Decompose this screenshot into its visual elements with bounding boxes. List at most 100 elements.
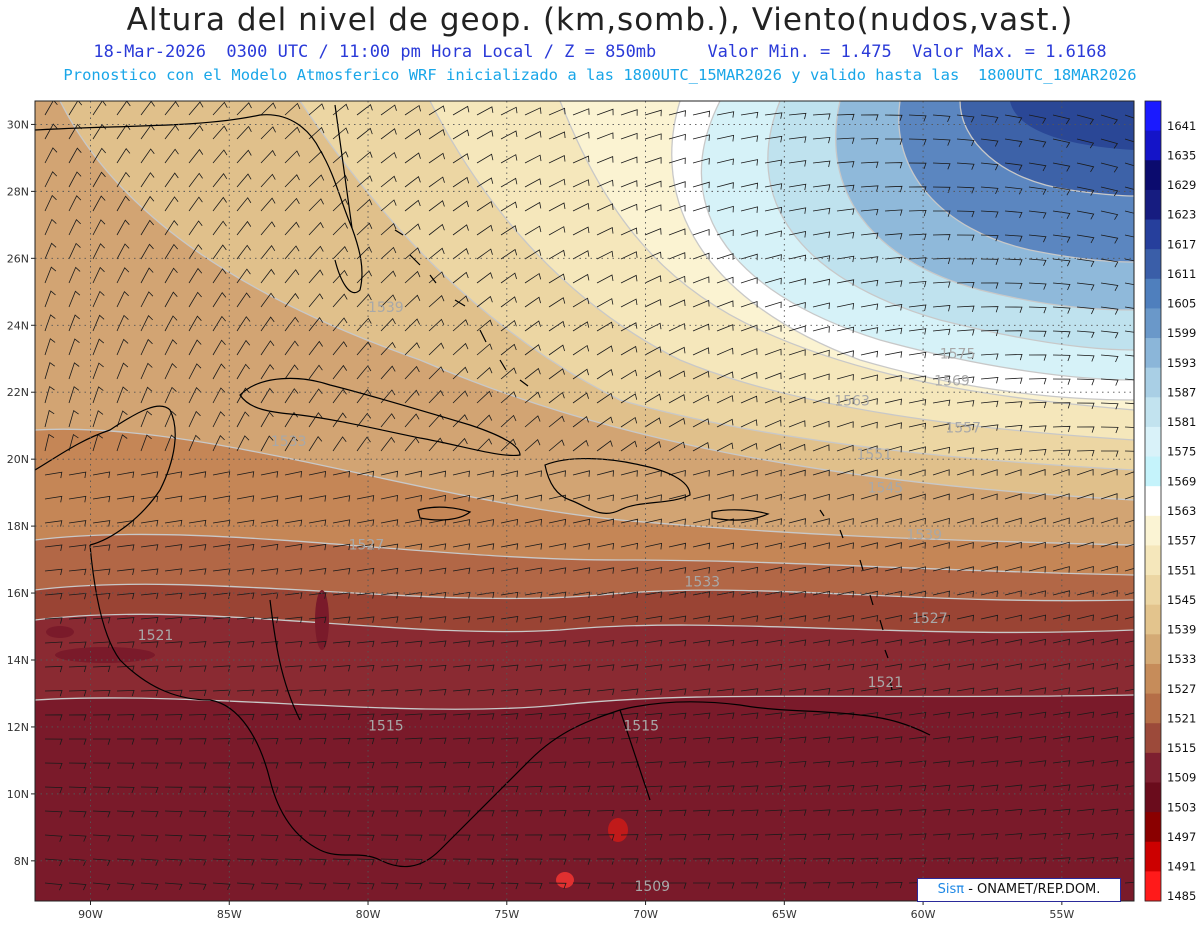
colorbar: 1641 1635 1629 1623 1617 1611 1605 1599 1593 1587… <box>1144 100 1196 903</box>
colorbar-swatch <box>1145 308 1161 339</box>
map-title: Altura del nivel de geop. (km,somb.), Vi… <box>126 2 1074 38</box>
lon-label: 60W <box>911 908 936 921</box>
colorbar-label: 1617 <box>1167 237 1196 251</box>
colorbar-swatch <box>1145 367 1161 398</box>
colorbar-label: 1623 <box>1167 208 1196 222</box>
lon-label: 70W <box>633 908 658 921</box>
colorbar-label: 1551 <box>1167 563 1196 577</box>
contour-labels: 1539 1575 1569 1563 1557 1551 1545 1539 1533 1527… <box>138 300 981 895</box>
colorbar-swatch <box>1145 663 1161 695</box>
contour-label: 1569 <box>934 374 970 390</box>
lat-label: 28N <box>7 185 29 198</box>
colorbar-label: 1635 <box>1167 148 1196 162</box>
colorbar-swatch <box>1145 693 1161 724</box>
contour-label: 1551 <box>856 447 892 463</box>
contour-label: 1515 <box>623 718 659 734</box>
lat-label: 30N <box>7 118 29 131</box>
lon-label: 80W <box>356 908 381 921</box>
colorbar-swatch <box>1145 397 1161 428</box>
colorbar-label: 1521 <box>1167 711 1196 725</box>
colorbar-label: 1509 <box>1167 771 1196 785</box>
contour-label: 1545 <box>868 481 904 497</box>
lat-label: 8N <box>14 855 29 868</box>
contour-label: 1539 <box>368 300 404 316</box>
lat-label: 22N <box>7 386 29 399</box>
colorbar-swatch <box>1145 515 1161 546</box>
contour-label: 1521 <box>138 628 174 644</box>
contour-label: 1533 <box>684 574 720 590</box>
colorbar-label: 1599 <box>1167 326 1196 340</box>
plot-frame <box>34 100 1135 902</box>
colorbar-label: 1569 <box>1167 474 1196 488</box>
colorbar-swatch <box>1145 456 1161 487</box>
colorbar-label: 1587 <box>1167 386 1196 400</box>
credit-box: Sisπ - ONAMET/REP.DOM. <box>917 878 1121 902</box>
graticule <box>35 101 1134 901</box>
geopotential-field <box>35 101 1134 901</box>
colorbar-swatch <box>1145 219 1161 250</box>
colorbar-swatch <box>1145 871 1161 902</box>
contour-label: 1527 <box>912 611 948 627</box>
lat-label: 26N <box>7 252 29 265</box>
colorbar-label: 1485 <box>1167 889 1196 903</box>
colorbar-label: 1515 <box>1167 741 1196 755</box>
contour-label: 1557 <box>945 420 981 436</box>
wind-barbs <box>44 101 1134 891</box>
convective-cells <box>46 590 628 888</box>
colorbar-swatch <box>1145 575 1161 606</box>
model-info: Pronostico con el Modelo Atmosferico WRF… <box>63 66 1137 84</box>
band-1617 <box>1010 101 1134 150</box>
colorbar-label: 1491 <box>1167 860 1196 874</box>
colorbar-label: 1527 <box>1167 682 1196 696</box>
lat-label: 16N <box>7 587 29 600</box>
colorbar-swatch <box>1145 160 1161 191</box>
colorbar-label: 1629 <box>1167 178 1196 192</box>
contour-label: 1563 <box>834 394 870 410</box>
colorbar-label: 1503 <box>1167 800 1196 814</box>
lon-label: 85W <box>217 908 242 921</box>
contour-label: 1539 <box>906 527 942 543</box>
lat-label: 14N <box>7 654 29 667</box>
lon-label: 90W <box>78 908 103 921</box>
colorbar-label: 1581 <box>1167 415 1196 429</box>
colorbar-swatch <box>1145 634 1161 665</box>
lon-label: 65W <box>772 908 797 921</box>
colorbar-label: 1533 <box>1167 652 1196 666</box>
lat-label: 10N <box>7 788 29 801</box>
colorbar-swatch <box>1145 189 1161 221</box>
contour-label: 1509 <box>634 879 670 895</box>
colorbar-swatch <box>1145 338 1161 369</box>
lat-label: 24N <box>7 319 29 332</box>
colorbar-label: 1539 <box>1167 623 1196 637</box>
contour-label: 1527 <box>349 538 385 554</box>
colorbar-swatch <box>1145 278 1161 309</box>
coastlines <box>35 104 931 868</box>
colorbar-label: 1575 <box>1167 445 1196 459</box>
contour-label: 1515 <box>368 718 404 734</box>
lat-label: 18N <box>7 520 29 533</box>
contour-label: 1533 <box>271 434 307 450</box>
lon-label: 75W <box>494 908 519 921</box>
colorbar-label: 1557 <box>1167 534 1196 548</box>
contour-label: 1521 <box>868 675 904 691</box>
colorbar-swatch <box>1145 841 1161 872</box>
colorbar-label: 1545 <box>1167 593 1196 607</box>
contour-label: 1575 <box>940 347 976 363</box>
colorbar-swatch <box>1145 545 1161 576</box>
colorbar-swatch <box>1145 426 1161 458</box>
colorbar-swatch <box>1145 249 1161 280</box>
credit-org: - ONAMET/REP.DOM. <box>964 882 1101 897</box>
colorbar-swatch <box>1145 101 1161 132</box>
colorbar-label: 1641 <box>1167 119 1196 133</box>
colorbar-swatch <box>1145 723 1161 754</box>
colorbar-swatch <box>1145 812 1161 843</box>
axes: 30N 28N 26N 24N 22N 20N 18N 16N 14N 12N 10N 8N 90W 85… <box>7 118 1075 921</box>
colorbar-swatch <box>1145 130 1161 161</box>
lat-label: 12N <box>7 721 29 734</box>
lat-label: 20N <box>7 453 29 466</box>
lon-label: 55W <box>1049 908 1074 921</box>
colorbar-label: 1593 <box>1167 356 1196 370</box>
colorbar-swatch <box>1145 486 1161 517</box>
colorbar-swatch <box>1145 752 1161 783</box>
